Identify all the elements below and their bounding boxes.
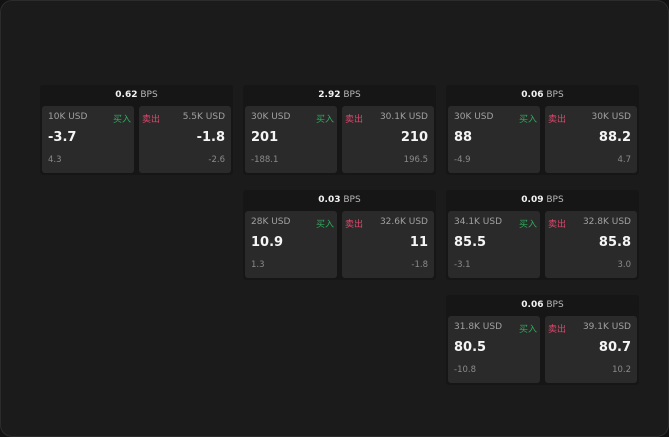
sell-price: -1.8 bbox=[196, 130, 225, 145]
sell-price: 85.8 bbox=[598, 235, 631, 250]
buy-change: -4.9 bbox=[454, 155, 471, 165]
buy-panel[interactable]: 28K USD 买入 10.9 1.3 bbox=[245, 211, 337, 278]
spread-header: 0.03 BPS bbox=[243, 190, 436, 210]
buy-change: 1.3 bbox=[251, 260, 265, 270]
spread-value: 0.62 bbox=[115, 90, 138, 100]
buy-label: 买入 bbox=[518, 325, 537, 335]
sell-panel[interactable]: 卖出 32.8K USD 85.8 3.0 bbox=[545, 211, 637, 278]
quote-card: 0.06 BPS 30K USD 买入 88 -4.9 卖出 30K USD 8… bbox=[446, 85, 639, 175]
buy-price: 80.5 bbox=[454, 340, 487, 355]
buy-price: 88 bbox=[454, 130, 473, 145]
spread-value: 0.06 bbox=[521, 90, 544, 100]
spread-unit: BPS bbox=[546, 195, 564, 205]
buy-size: 31.8K USD bbox=[454, 322, 503, 332]
sell-change: -1.8 bbox=[411, 260, 428, 270]
sell-label: 卖出 bbox=[345, 115, 364, 125]
buy-price: 85.5 bbox=[454, 235, 487, 250]
sell-price: 88.2 bbox=[598, 130, 631, 145]
spread-header: 2.92 BPS bbox=[243, 85, 436, 105]
sell-change: 3.0 bbox=[617, 260, 631, 270]
sell-price: 80.7 bbox=[598, 340, 631, 355]
spread-unit: BPS bbox=[343, 195, 361, 205]
buy-change: -10.8 bbox=[454, 365, 476, 375]
sell-size: 30K USD bbox=[591, 112, 631, 122]
spread-unit: BPS bbox=[343, 90, 361, 100]
sell-change: 10.2 bbox=[612, 365, 631, 375]
sell-price: 210 bbox=[400, 130, 428, 145]
sell-size: 32.8K USD bbox=[582, 217, 631, 227]
sell-label: 卖出 bbox=[548, 115, 567, 125]
buy-size: 34.1K USD bbox=[454, 217, 503, 227]
buy-panel[interactable]: 31.8K USD 买入 80.5 -10.8 bbox=[448, 316, 540, 383]
spread-unit: BPS bbox=[546, 90, 564, 100]
spread-header: 0.06 BPS bbox=[446, 85, 639, 105]
buy-size: 30K USD bbox=[251, 112, 291, 122]
sell-label: 卖出 bbox=[548, 220, 567, 230]
sell-panel[interactable]: 卖出 30K USD 88.2 4.7 bbox=[545, 106, 637, 173]
buy-change: -188.1 bbox=[251, 155, 279, 165]
buy-change: 4.3 bbox=[48, 155, 62, 165]
quote-card: 0.62 BPS 10K USD 买入 -3.7 4.3 卖出 5.5K USD… bbox=[40, 85, 233, 175]
buy-label: 买入 bbox=[315, 115, 334, 125]
spread-header: 0.62 BPS bbox=[40, 85, 233, 105]
sell-change: 196.5 bbox=[403, 155, 428, 165]
sell-size: 39.1K USD bbox=[582, 322, 631, 332]
buy-panel[interactable]: 30K USD 买入 201 -188.1 bbox=[245, 106, 337, 173]
spread-value: 0.03 bbox=[318, 195, 341, 205]
sell-panel[interactable]: 卖出 30.1K USD 210 196.5 bbox=[342, 106, 434, 173]
buy-price: -3.7 bbox=[48, 130, 77, 145]
spread-value: 2.92 bbox=[318, 90, 341, 100]
sell-size: 5.5K USD bbox=[182, 112, 225, 122]
sell-panel[interactable]: 卖出 39.1K USD 80.7 10.2 bbox=[545, 316, 637, 383]
spread-value: 0.06 bbox=[521, 300, 544, 310]
buy-size: 28K USD bbox=[251, 217, 291, 227]
buy-panel[interactable]: 34.1K USD 买入 85.5 -3.1 bbox=[448, 211, 540, 278]
buy-size: 30K USD bbox=[454, 112, 494, 122]
buy-size: 10K USD bbox=[48, 112, 88, 122]
buy-price: 10.9 bbox=[251, 235, 284, 250]
sell-panel[interactable]: 卖出 5.5K USD -1.8 -2.6 bbox=[139, 106, 231, 173]
buy-label: 买入 bbox=[315, 220, 334, 230]
sell-label: 卖出 bbox=[345, 220, 364, 230]
buy-price: 201 bbox=[251, 130, 279, 145]
spread-value: 0.09 bbox=[521, 195, 544, 205]
sell-size: 32.6K USD bbox=[379, 217, 428, 227]
buy-label: 买入 bbox=[518, 220, 537, 230]
buy-label: 买入 bbox=[518, 115, 537, 125]
sell-change: -2.6 bbox=[208, 155, 225, 165]
sell-size: 30.1K USD bbox=[379, 112, 428, 122]
buy-panel[interactable]: 10K USD 买入 -3.7 4.3 bbox=[42, 106, 134, 173]
quote-card: 0.09 BPS 34.1K USD 买入 85.5 -3.1 卖出 32.8K… bbox=[446, 190, 639, 280]
quote-card: 0.06 BPS 31.8K USD 买入 80.5 -10.8 卖出 39.1… bbox=[446, 295, 639, 385]
sell-label: 卖出 bbox=[548, 325, 567, 335]
spread-unit: BPS bbox=[140, 90, 158, 100]
spread-unit: BPS bbox=[546, 300, 564, 310]
spread-header: 0.06 BPS bbox=[446, 295, 639, 315]
buy-panel[interactable]: 30K USD 买入 88 -4.9 bbox=[448, 106, 540, 173]
buy-change: -3.1 bbox=[454, 260, 471, 270]
quote-card: 2.92 BPS 30K USD 买入 201 -188.1 卖出 30.1K … bbox=[243, 85, 436, 175]
quote-card: 0.03 BPS 28K USD 买入 10.9 1.3 卖出 32.6K US… bbox=[243, 190, 436, 280]
sell-price: 11 bbox=[409, 235, 428, 250]
spread-header: 0.09 BPS bbox=[446, 190, 639, 210]
sell-panel[interactable]: 卖出 32.6K USD 11 -1.8 bbox=[342, 211, 434, 278]
sell-change: 4.7 bbox=[617, 155, 631, 165]
sell-label: 卖出 bbox=[142, 115, 161, 125]
buy-label: 买入 bbox=[112, 115, 131, 125]
